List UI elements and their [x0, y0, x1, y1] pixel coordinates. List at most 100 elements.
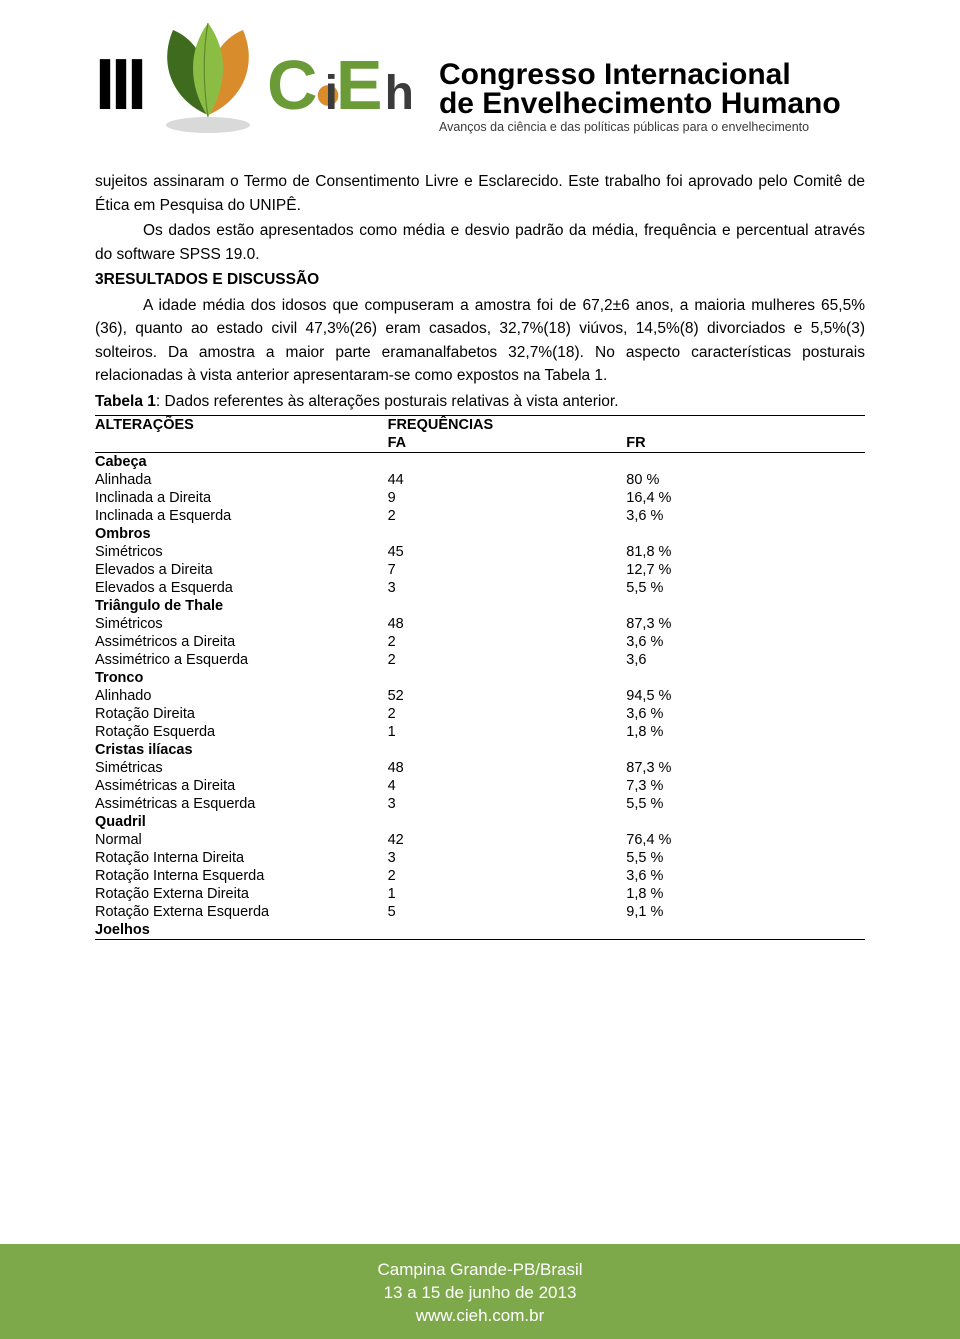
paragraph-3: A idade média dos idosos que compuseram … [95, 294, 865, 388]
brand-h: h [385, 66, 414, 121]
table-row: Elevados a Esquerda35,5 % [95, 579, 865, 597]
cell-label: Elevados a Esquerda [95, 579, 388, 597]
th-alteracoes: ALTERAÇÕES [95, 416, 388, 435]
table-row: Rotação Externa Direita11,8 % [95, 885, 865, 903]
cell-fr: 81,8 % [626, 543, 865, 561]
article-body: sujeitos assinaram o Termo de Consentime… [95, 170, 865, 413]
cell-label: Assimétricas a Direita [95, 777, 388, 795]
table-caption: Tabela 1: Dados referentes às alterações… [95, 390, 865, 414]
table-row: Assimétrico a Esquerda23,6 [95, 651, 865, 669]
table-caption-label: Tabela 1 [95, 393, 156, 410]
cell-label: Simétricos [95, 615, 388, 633]
table-row: Assimétricas a Esquerda35,5 % [95, 795, 865, 813]
cell-fr: 1,8 % [626, 885, 865, 903]
table-row: Simétricas4887,3 % [95, 759, 865, 777]
table-row: Rotação Externa Esquerda59,1 % [95, 903, 865, 921]
footer-url: www.cieh.com.br [0, 1305, 960, 1328]
table-row: Assimétricas a Direita47,3 % [95, 777, 865, 795]
cell-fa: 9 [388, 489, 627, 507]
table-group-name: Cristas ilíacas [95, 741, 865, 759]
table-row: Elevados a Direita712,7 % [95, 561, 865, 579]
cell-fa: 2 [388, 867, 627, 885]
table-row: Assimétricos a Direita23,6 % [95, 633, 865, 651]
cell-fr: 5,5 % [626, 849, 865, 867]
cell-label: Alinhada [95, 471, 388, 489]
table-row: Rotação Interna Esquerda23,6 % [95, 867, 865, 885]
cell-label: Rotação Direita [95, 705, 388, 723]
posture-table: ALTERAÇÕES FREQUÊNCIAS FA FR CabeçaAlinh… [95, 415, 865, 940]
table-row: Inclinada a Direita916,4 % [95, 489, 865, 507]
table-group-name: Cabeça [95, 453, 865, 472]
table-group-header: Triângulo de Thale [95, 597, 865, 615]
leaf-logo-icon [153, 15, 263, 135]
footer-dates: 13 a 15 de junho de 2013 [0, 1282, 960, 1305]
table-group-name: Joelhos [95, 921, 865, 940]
cell-fa: 48 [388, 759, 627, 777]
cell-fr: 87,3 % [626, 615, 865, 633]
cell-label: Rotação Esquerda [95, 723, 388, 741]
table-group-name: Tronco [95, 669, 865, 687]
table-row: Inclinada a Esquerda23,6 % [95, 507, 865, 525]
cell-fr: 94,5 % [626, 687, 865, 705]
cell-fr: 16,4 % [626, 489, 865, 507]
congress-title-line1: Congresso Internacional [439, 61, 841, 90]
edition-roman: III [95, 49, 143, 121]
footer-location: Campina Grande-PB/Brasil [0, 1259, 960, 1282]
cell-label: Rotação Externa Direita [95, 885, 388, 903]
table-row: Normal4276,4 % [95, 831, 865, 849]
cell-fa: 1 [388, 723, 627, 741]
cell-fa: 3 [388, 579, 627, 597]
table-group-header: Tronco [95, 669, 865, 687]
cell-label: Alinhado [95, 687, 388, 705]
cell-label: Rotação Externa Esquerda [95, 903, 388, 921]
table-group-name: Triângulo de Thale [95, 597, 865, 615]
cell-label: Inclinada a Esquerda [95, 507, 388, 525]
cell-fa: 52 [388, 687, 627, 705]
table-row: Simétricos4581,8 % [95, 543, 865, 561]
table-row: Rotação Direita23,6 % [95, 705, 865, 723]
table-group-header: Cabeça [95, 453, 865, 472]
cell-label: Assimétricos a Direita [95, 633, 388, 651]
cell-label: Normal [95, 831, 388, 849]
cell-label: Rotação Interna Direita [95, 849, 388, 867]
cell-fa: 2 [388, 507, 627, 525]
cell-fr: 3,6 [626, 651, 865, 669]
cell-fr: 3,6 % [626, 507, 865, 525]
cell-fr: 9,1 % [626, 903, 865, 921]
cell-fr: 76,4 % [626, 831, 865, 849]
cell-fa: 4 [388, 777, 627, 795]
brand-c: C [267, 45, 318, 125]
cell-fa: 42 [388, 831, 627, 849]
cell-fr: 3,6 % [626, 867, 865, 885]
footer-band: Campina Grande-PB/Brasil 13 a 15 de junh… [0, 1244, 960, 1339]
cell-label: Simétricos [95, 543, 388, 561]
event-header: III C ● i E h Congresso Internacional [95, 35, 865, 135]
cell-fa: 45 [388, 543, 627, 561]
table-row: Alinhada4480 % [95, 471, 865, 489]
cell-fr: 5,5 % [626, 795, 865, 813]
cell-fa: 5 [388, 903, 627, 921]
cell-label: Assimétricas a Esquerda [95, 795, 388, 813]
cell-fr: 3,6 % [626, 633, 865, 651]
cell-fr: 1,8 % [626, 723, 865, 741]
cell-fr: 12,7 % [626, 561, 865, 579]
page: III C ● i E h Congresso Internacional [0, 0, 960, 1339]
cell-fa: 2 [388, 705, 627, 723]
cell-fa: 48 [388, 615, 627, 633]
congress-title-line2: de Envelhecimento Humano [439, 90, 841, 119]
paragraph-1: sujeitos assinaram o Termo de Consentime… [95, 170, 865, 217]
table-group-header: Ombros [95, 525, 865, 543]
section-heading: 3RESULTADOS E DISCUSSÃO [95, 271, 319, 288]
cell-label: Inclinada a Direita [95, 489, 388, 507]
table-caption-text: : Dados referentes às alterações postura… [156, 393, 619, 410]
table-row: Alinhado5294,5 % [95, 687, 865, 705]
table-group-header: Cristas ilíacas [95, 741, 865, 759]
th-blank [95, 434, 388, 453]
cell-fa: 2 [388, 651, 627, 669]
cell-fr: 5,5 % [626, 579, 865, 597]
cell-fa: 7 [388, 561, 627, 579]
cell-fa: 1 [388, 885, 627, 903]
cell-label: Assimétrico a Esquerda [95, 651, 388, 669]
cell-fr: 7,3 % [626, 777, 865, 795]
table-row: Rotação Interna Direita35,5 % [95, 849, 865, 867]
